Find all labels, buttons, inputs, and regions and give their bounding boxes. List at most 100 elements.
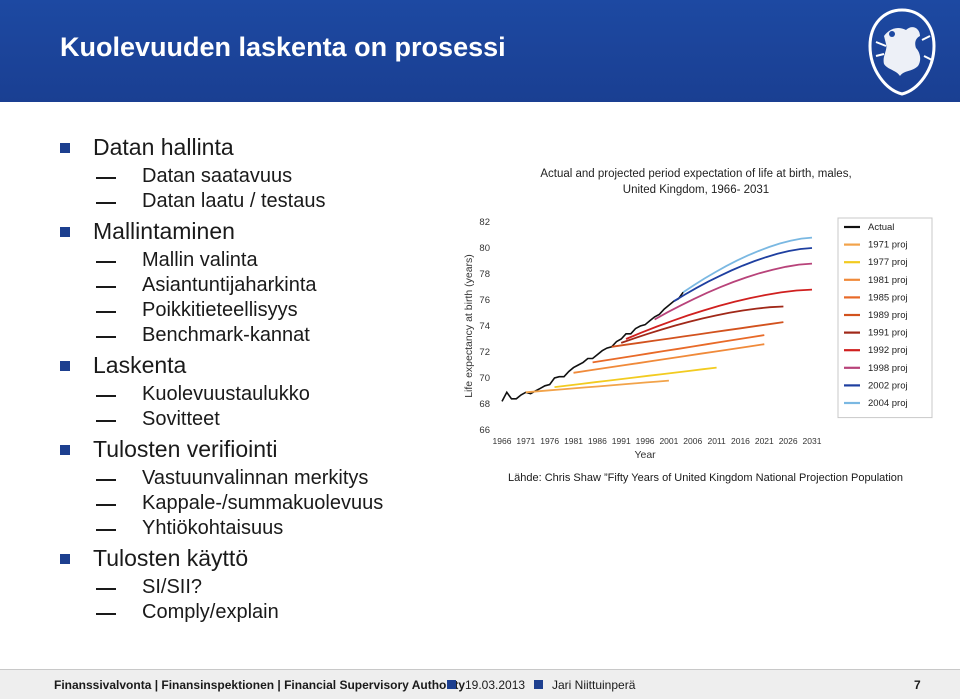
y-tick-label: 82 bbox=[479, 217, 490, 228]
series-line bbox=[573, 343, 765, 374]
x-tick-label: 2011 bbox=[707, 436, 726, 446]
footer-org: Finanssivalvonta | Finansinspektionen | … bbox=[54, 678, 466, 692]
series-line bbox=[501, 291, 684, 402]
y-tick-label: 80 bbox=[479, 243, 490, 254]
series-line bbox=[682, 236, 813, 293]
x-tick-label: 1996 bbox=[636, 436, 655, 446]
sub-bullet-item: Vastuunvalinnan merkitys bbox=[60, 466, 460, 491]
bullet-item: Datan hallinta bbox=[60, 130, 460, 164]
sub-bullet-item: Sovitteet bbox=[60, 407, 460, 432]
bullet-item: Tulosten verifiointi bbox=[60, 432, 460, 466]
dash-bullet-icon bbox=[96, 420, 116, 422]
legend-label: Actual bbox=[868, 222, 894, 233]
sub-bullet-item: Poikkitieteellisyys bbox=[60, 298, 460, 323]
y-tick-label: 76 bbox=[479, 295, 490, 306]
footer-date: 19.03.2013 bbox=[465, 678, 526, 692]
series-line bbox=[611, 321, 784, 348]
series-line bbox=[673, 247, 813, 303]
slide-header: Kuolevuuden laskenta on prosessi bbox=[0, 0, 960, 102]
sub-bullet-label: Kuolevuustaulukko bbox=[142, 383, 310, 405]
square-bullet-icon bbox=[60, 143, 70, 153]
dash-bullet-icon bbox=[96, 286, 116, 288]
series-line bbox=[654, 262, 813, 321]
x-tick-label: 1991 bbox=[612, 436, 631, 446]
dash-bullet-icon bbox=[96, 311, 116, 313]
sub-bullet-item: Datan saatavuus bbox=[60, 164, 460, 189]
legend-label: 1991 proj bbox=[868, 328, 908, 339]
y-tick-label: 72 bbox=[479, 347, 490, 358]
series-line bbox=[525, 379, 669, 394]
series-line bbox=[620, 305, 784, 344]
dash-bullet-icon bbox=[96, 529, 116, 531]
life-expectancy-chart: Actual and projected period expectation … bbox=[463, 168, 933, 461]
legend-label: 2004 proj bbox=[868, 398, 908, 409]
sub-bullet-item: Comply/explain bbox=[60, 600, 460, 625]
square-bullet-icon bbox=[60, 554, 70, 564]
sub-bullet-item: Mallin valinta bbox=[60, 248, 460, 273]
page-number: 7 bbox=[914, 678, 921, 692]
legend-label: 1998 proj bbox=[868, 363, 908, 374]
sub-bullet-item: Kuolevuustaulukko bbox=[60, 382, 460, 407]
square-bullet-icon bbox=[60, 445, 70, 455]
sub-bullet-item: Kappale-/summakuolevuus bbox=[60, 491, 460, 516]
y-tick-label: 78 bbox=[479, 269, 490, 280]
footer-author: Jari Niittuinperä bbox=[552, 678, 636, 692]
bullet-label: Datan hallinta bbox=[93, 134, 234, 160]
sub-bullet-label: Kappale-/summakuolevuus bbox=[142, 492, 384, 514]
sub-bullet-label: Mallin valinta bbox=[142, 249, 258, 271]
sub-bullet-label: Benchmark-kannat bbox=[142, 324, 310, 346]
x-tick-label: 2001 bbox=[659, 436, 678, 446]
square-bullet-icon bbox=[60, 361, 70, 371]
legend-label: 1985 proj bbox=[868, 292, 908, 303]
y-tick-label: 66 bbox=[479, 425, 490, 436]
dash-bullet-icon bbox=[96, 177, 116, 179]
x-tick-label: 1966 bbox=[493, 436, 512, 446]
sub-bullet-label: Comply/explain bbox=[142, 601, 279, 623]
sub-bullet-label: Sovitteet bbox=[142, 408, 220, 430]
footer-square-icon bbox=[447, 680, 456, 689]
sub-bullet-label: Datan saatavuus bbox=[142, 165, 293, 187]
sub-bullet-item: Benchmark-kannat bbox=[60, 323, 460, 348]
footer-square-icon bbox=[534, 680, 543, 689]
series-line bbox=[625, 288, 813, 340]
source-note: Lähde: Chris Shaw ”Fifty Years of United… bbox=[508, 472, 904, 484]
bullet-item: Tulosten käyttö bbox=[60, 541, 460, 575]
chart-subtitle: United Kingdom, 1966- 2031 bbox=[623, 184, 769, 196]
dash-bullet-icon bbox=[96, 588, 116, 590]
lion-crest-logo-icon bbox=[868, 8, 936, 96]
legend-label: 1971 proj bbox=[868, 240, 908, 251]
series-line bbox=[592, 334, 765, 364]
y-tick-label: 68 bbox=[479, 399, 490, 410]
legend-label: 2002 proj bbox=[868, 380, 908, 391]
bullet-label: Mallintaminen bbox=[93, 218, 235, 244]
legend-label: 1992 proj bbox=[868, 345, 908, 356]
x-tick-label: 2016 bbox=[731, 436, 750, 446]
slide-title: Kuolevuuden laskenta on prosessi bbox=[60, 32, 506, 62]
sub-bullet-item: Asiantuntijaharkinta bbox=[60, 273, 460, 298]
legend-label: 1977 proj bbox=[868, 257, 908, 268]
x-tick-label: 2031 bbox=[803, 436, 822, 446]
y-tick-label: 70 bbox=[479, 373, 490, 384]
x-tick-label: 1971 bbox=[516, 436, 535, 446]
square-bullet-icon bbox=[60, 227, 70, 237]
bullet-label: Tulosten käyttö bbox=[93, 545, 249, 571]
y-axis-label: Life expectancy at birth (years) bbox=[463, 254, 475, 398]
bullet-list: Datan hallinta Datan saatavuus Datan laatu… bbox=[60, 130, 460, 625]
sub-bullet-label: Poikkitieteellisyys bbox=[142, 299, 298, 321]
sub-bullet-item: SI/SII? bbox=[60, 575, 460, 600]
legend-label: 1981 proj bbox=[868, 275, 908, 286]
dash-bullet-icon bbox=[96, 261, 116, 263]
bullet-label: Laskenta bbox=[93, 352, 187, 378]
bullet-item: Laskenta bbox=[60, 348, 460, 382]
sub-bullet-label: Asiantuntijaharkinta bbox=[142, 274, 317, 296]
bullet-item: Mallintaminen bbox=[60, 214, 460, 248]
x-tick-label: 2026 bbox=[779, 436, 798, 446]
dash-bullet-icon bbox=[96, 504, 116, 506]
dash-bullet-icon bbox=[96, 202, 116, 204]
sub-bullet-label: SI/SII? bbox=[142, 576, 203, 598]
x-tick-label: 2006 bbox=[683, 436, 702, 446]
legend-label: 1989 proj bbox=[868, 310, 908, 321]
x-tick-label: 2021 bbox=[755, 436, 774, 446]
slide-footer: Finanssivalvonta | Finansinspektionen | … bbox=[0, 670, 960, 699]
chart-title: Actual and projected period expectation … bbox=[540, 168, 851, 180]
